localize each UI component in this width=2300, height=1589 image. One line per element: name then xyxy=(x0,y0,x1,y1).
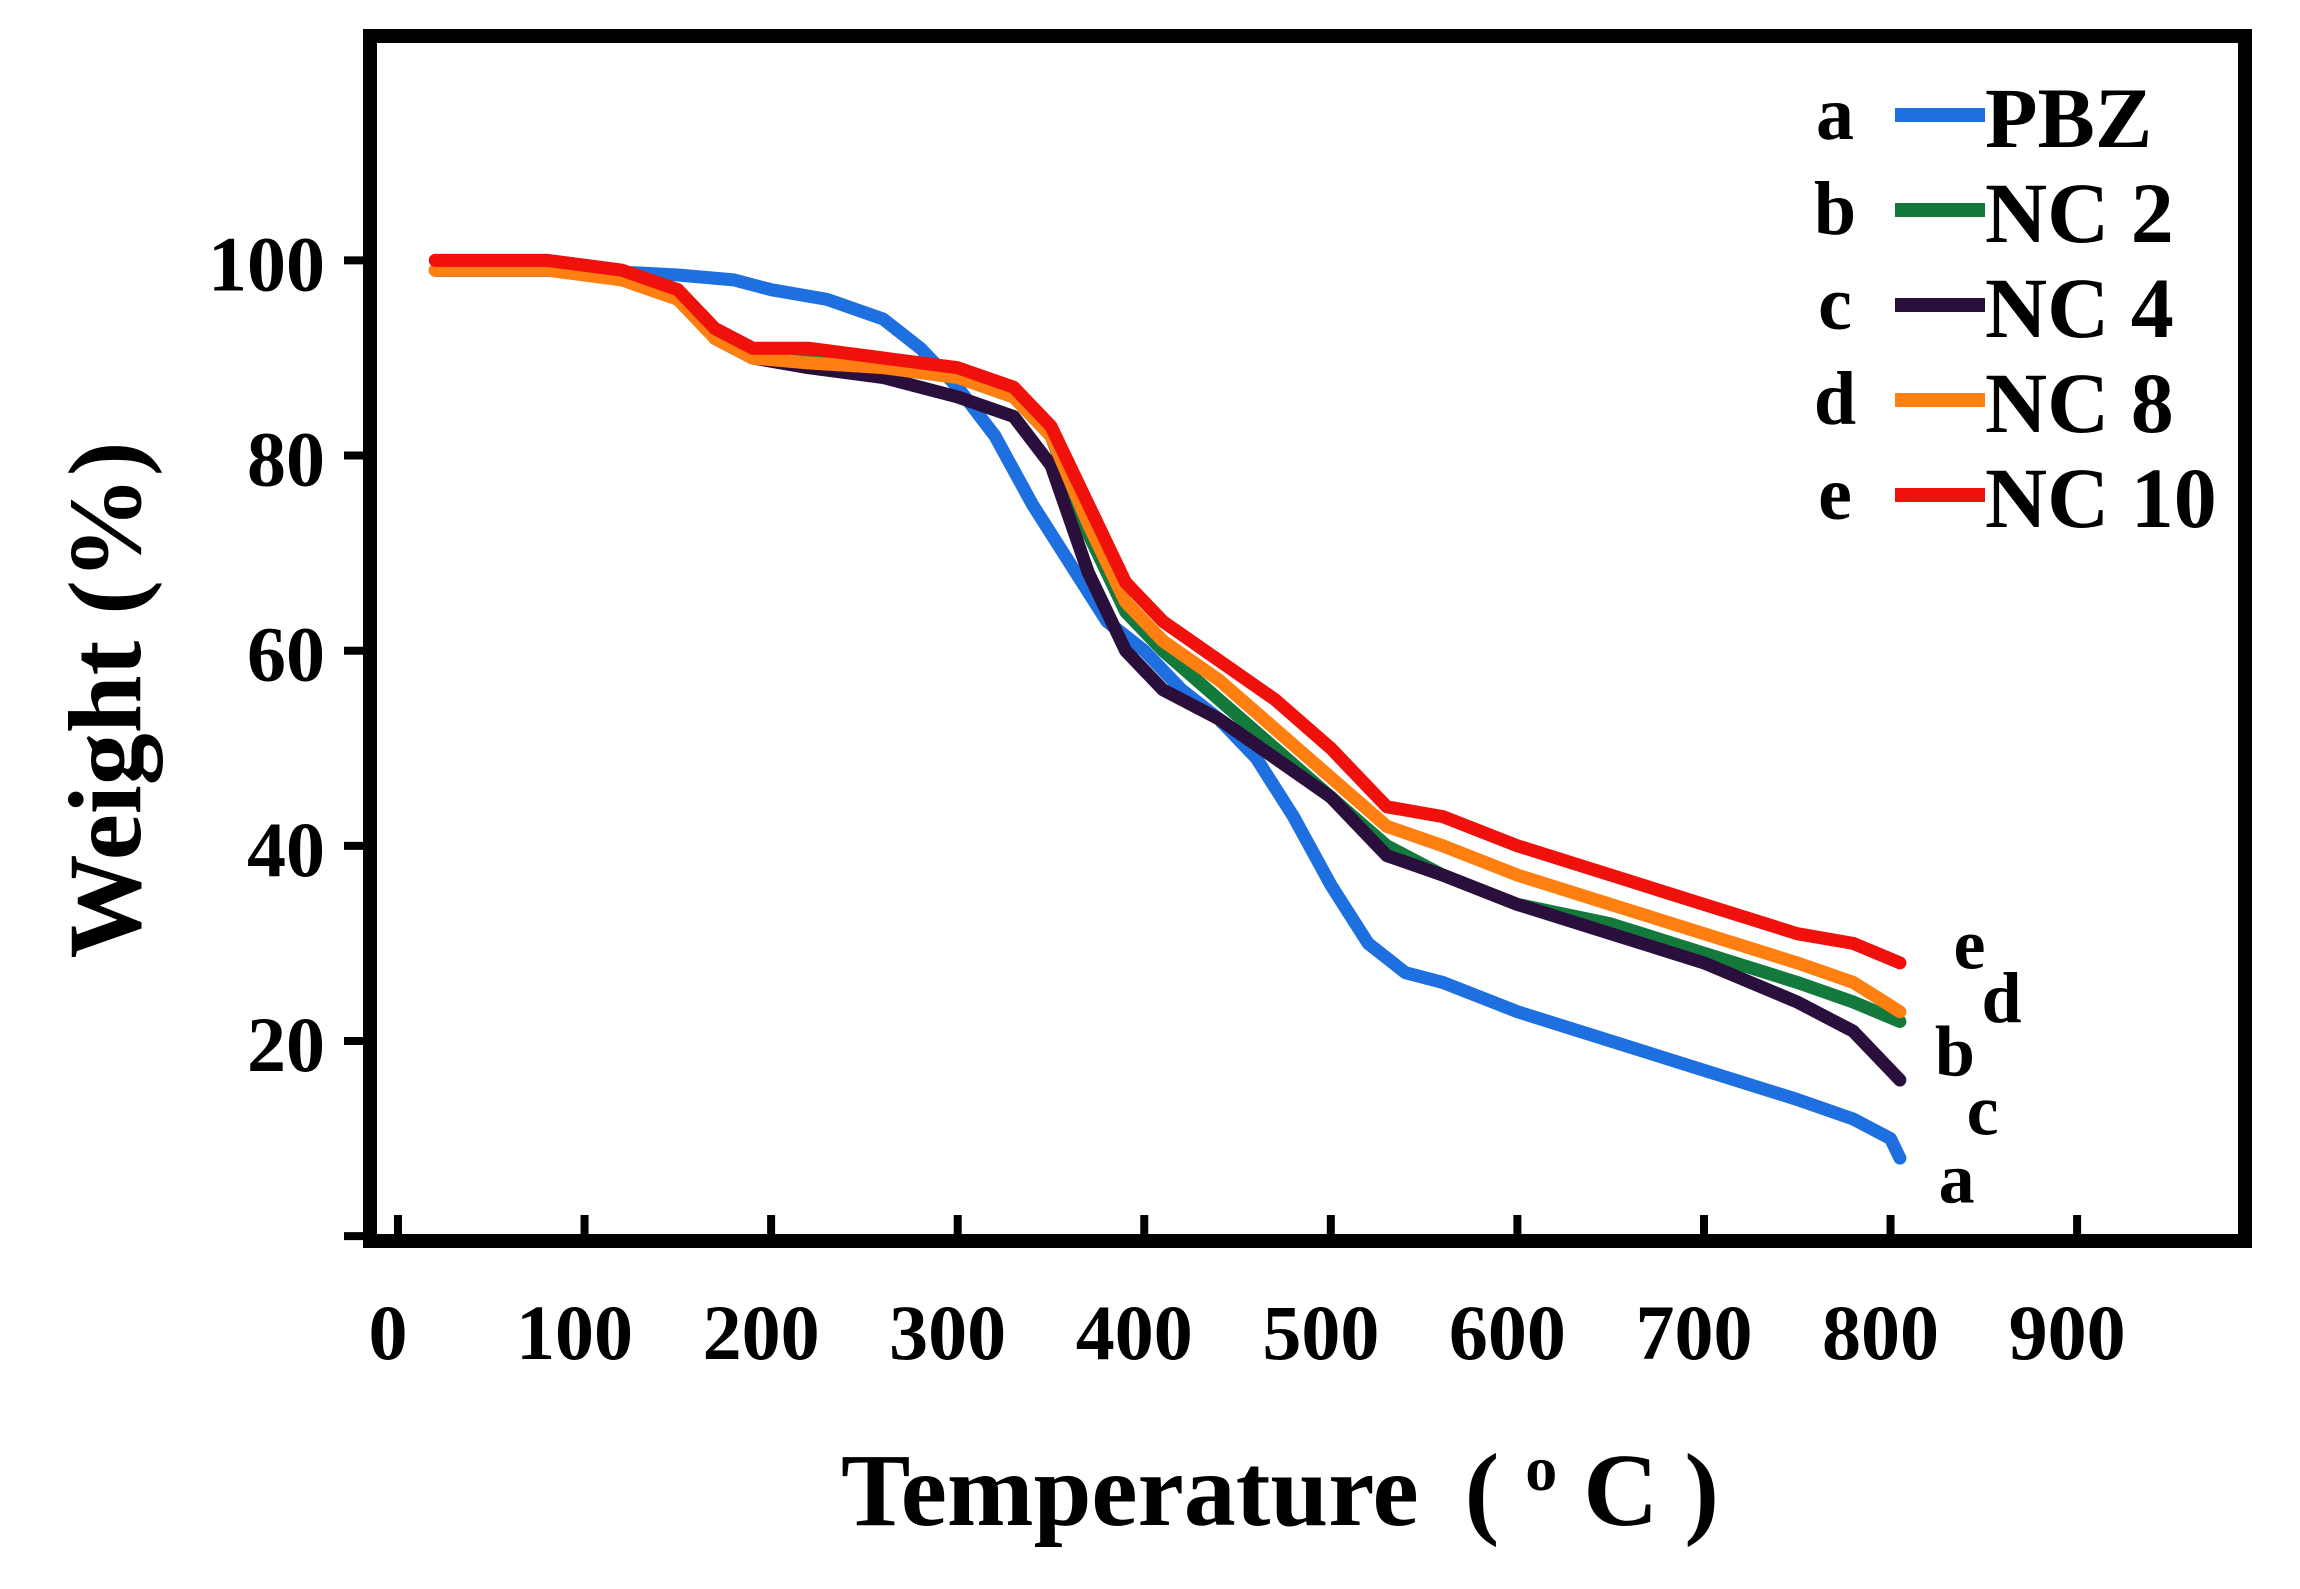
end-label-c: c xyxy=(1967,1070,1999,1150)
y-tick-label: 100 xyxy=(208,220,325,307)
y-tick-label: 40 xyxy=(247,806,325,893)
series-layer xyxy=(428,253,1907,1165)
series-line-e xyxy=(428,253,1907,970)
legend-name-c: NC 4 xyxy=(1985,260,2174,356)
legend-name-b: NC 2 xyxy=(1985,165,2174,261)
legend-letter-d: d xyxy=(1814,357,1856,441)
legend-name-e: NC 10 xyxy=(1985,450,2217,546)
x-tick-label: 800 xyxy=(1822,1289,1939,1376)
legend-name-d: NC 8 xyxy=(1985,355,2174,451)
x-axis-label-close: ) xyxy=(1684,1433,1719,1548)
x-tick-label: 600 xyxy=(1449,1289,1566,1376)
series-line-d xyxy=(428,263,1907,1019)
legend: a PBZ b NC 2 c NC 4 d NC 8 e NC 10 xyxy=(1814,70,2217,546)
x-tick-label: 100 xyxy=(516,1289,633,1376)
legend-letter-b: b xyxy=(1814,167,1856,251)
x-tick-label: 700 xyxy=(1635,1289,1752,1376)
legend-letter-c: c xyxy=(1818,262,1852,346)
x-axis-label-unit-sup: o xyxy=(1525,1433,1557,1504)
legend-letter-a: a xyxy=(1816,72,1854,156)
x-axis-ticks: 0 100 200 300 400 500 600 700 800 900 xyxy=(368,1215,2126,1376)
x-tick-label: 900 xyxy=(2009,1289,2126,1376)
x-axis-label-unit: C xyxy=(1583,1433,1658,1548)
x-tick-label: 400 xyxy=(1076,1289,1193,1376)
y-tick-label: 80 xyxy=(247,416,325,503)
x-tick-label: 0 xyxy=(368,1289,407,1376)
x-tick-label: 200 xyxy=(703,1289,820,1376)
plot-frame xyxy=(363,29,2252,1248)
x-axis-label: Temperature ( o C ) xyxy=(841,1433,1719,1549)
end-label-e: e xyxy=(1954,904,1986,984)
x-tick-label: 300 xyxy=(889,1289,1006,1376)
end-label-d: d xyxy=(1981,958,2021,1038)
x-tick-label: 500 xyxy=(1262,1289,1379,1376)
series-line-a xyxy=(428,263,1907,1165)
x-axis-label-open: ( xyxy=(1465,1433,1500,1548)
legend-letter-e: e xyxy=(1818,452,1852,536)
end-label-a: a xyxy=(1939,1139,1975,1219)
x-axis-label-text: Temperature xyxy=(841,1433,1419,1548)
y-tick-label: 20 xyxy=(247,1001,325,1088)
y-axis-label: Weight (%) xyxy=(48,441,163,958)
y-axis-ticks: 20 40 60 80 100 xyxy=(208,220,370,1241)
end-label-b: b xyxy=(1935,1012,1975,1092)
legend-name-a: PBZ xyxy=(1985,70,2152,166)
y-tick-label: 60 xyxy=(247,611,325,698)
